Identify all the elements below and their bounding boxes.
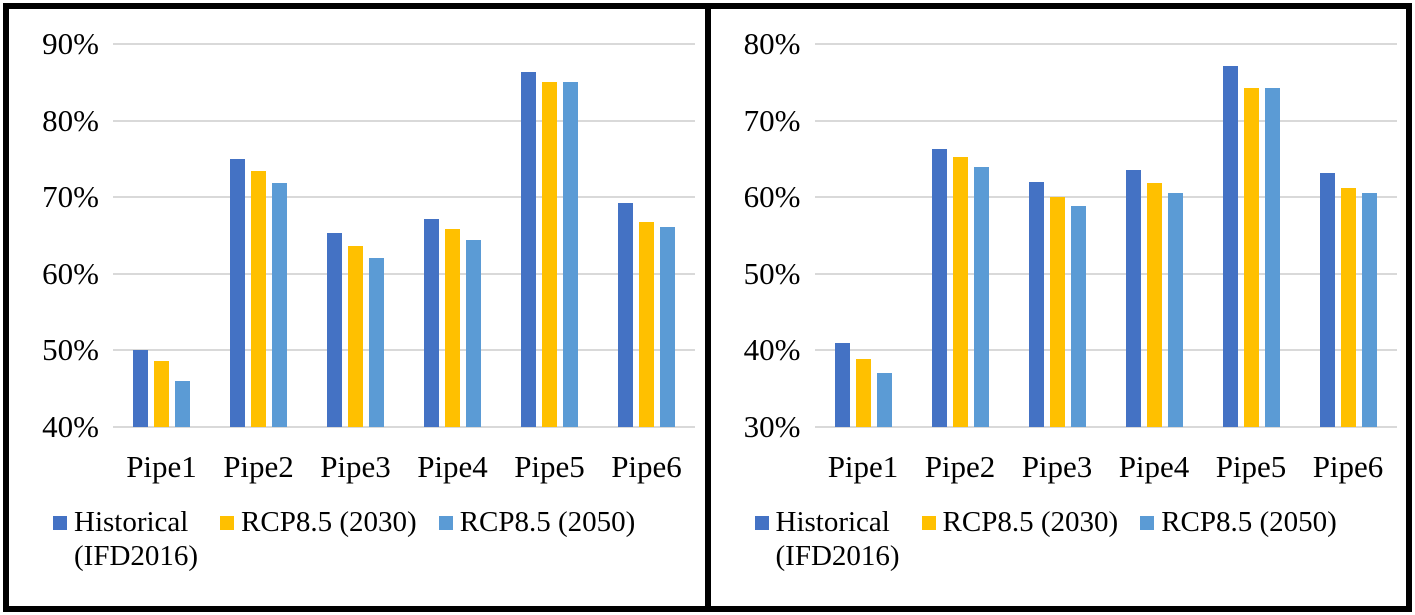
legend-swatch-rcp8-5-2030-icon	[220, 516, 235, 530]
y-tick-label-80: 80%	[743, 26, 801, 61]
x-category-label-pipe1: Pipe1	[827, 449, 899, 484]
bar-rcp8-5-2030-pipe4	[1146, 183, 1162, 427]
y-tick-label-40: 40%	[743, 332, 801, 368]
gridline-80	[113, 119, 695, 122]
x-category-label-pipe6: Pipe6	[1312, 449, 1384, 484]
legend-left: Historical (IFD2016) RCP8.5 (2030) RCP8.5 …	[53, 505, 635, 573]
y-tick-label-50: 50%	[42, 332, 99, 368]
bar-rcp8-5-2050-pipe5	[563, 81, 578, 427]
bar-rcp8-5-2030-pipe1	[154, 361, 169, 427]
bar-rcp8-5-2050-pipe1	[876, 373, 892, 427]
legend-swatch-historical-ifd2016-icon	[53, 516, 67, 530]
x-category-label-pipe3: Pipe3	[1021, 449, 1093, 484]
legend-swatch-rcp8-5-2050-icon	[438, 516, 453, 530]
legend-item-rcp8-5-2050: RCP8.5 (2050)	[1140, 505, 1337, 539]
gridline-40	[113, 426, 695, 428]
bar-historical-ifd2016-pipe3	[1028, 181, 1044, 427]
bar-rcp8-5-2050-pipe3	[369, 258, 384, 427]
bar-rcp8-5-2030-pipe5	[542, 81, 557, 427]
bar-historical-ifd2016-pipe4	[1125, 170, 1141, 427]
gridline-70	[113, 196, 695, 199]
bar-historical-ifd2016-pipe2	[931, 148, 947, 427]
x-category-label-pipe4: Pipe4	[1118, 449, 1190, 484]
bar-rcp8-5-2030-pipe6	[1340, 188, 1356, 427]
bar-rcp8-5-2050-pipe3	[1070, 206, 1086, 427]
y-tick-label-60: 60%	[42, 255, 99, 291]
legend-label-rcp8-5-2030: RCP8.5 (2030)	[942, 506, 1119, 538]
gridline-70	[814, 119, 1397, 122]
bar-historical-ifd2016-pipe5	[521, 71, 536, 427]
bar-historical-ifd2016-pipe1	[834, 342, 850, 427]
bar-rcp8-5-2050-pipe1	[175, 381, 190, 427]
gridline-30	[814, 426, 1397, 428]
y-tick-label-90: 90%	[42, 26, 99, 61]
bar-historical-ifd2016-pipe2	[230, 158, 245, 427]
gridline-50	[113, 349, 695, 352]
y-tick-label-50: 50%	[743, 255, 801, 291]
x-category-label-pipe2: Pipe2	[924, 449, 996, 484]
legend-item-rcp8-5-2030: RCP8.5 (2030)	[220, 505, 417, 539]
gridline-40	[814, 349, 1397, 352]
bar-rcp8-5-2050-pipe2	[973, 167, 989, 427]
bar-historical-ifd2016-pipe5	[1222, 66, 1238, 427]
x-category-label-pipe3: Pipe3	[320, 449, 391, 484]
bar-historical-ifd2016-pipe6	[1319, 172, 1335, 427]
legend-swatch-historical-ifd2016-icon	[754, 516, 769, 530]
y-tick-label-60: 60%	[743, 179, 801, 215]
bar-rcp8-5-2030-pipe3	[348, 246, 363, 427]
bar-rcp8-5-2050-pipe4	[466, 240, 481, 427]
chart-panel-right: Historical (IFD2016) RCP8.5 (2030) RCP8.5 …	[704, 9, 1406, 606]
x-category-label-pipe6: Pipe6	[611, 449, 682, 484]
y-tick-label-30: 30%	[743, 409, 801, 444]
gridline-80	[814, 43, 1397, 45]
legend-label-rcp8-5-2050: RCP8.5 (2050)	[459, 506, 636, 538]
bar-rcp8-5-2050-pipe5	[1264, 88, 1280, 427]
bar-rcp8-5-2050-pipe6	[1361, 193, 1377, 427]
bar-rcp8-5-2030-pipe2	[251, 171, 266, 427]
bar-rcp8-5-2030-pipe6	[639, 221, 654, 427]
bar-historical-ifd2016-pipe1	[133, 350, 148, 427]
legend-item-rcp8-5-2050: RCP8.5 (2050)	[438, 505, 636, 539]
x-category-label-pipe2: Pipe2	[223, 449, 294, 484]
y-tick-label-80: 80%	[42, 102, 99, 138]
bar-rcp8-5-2030-pipe4	[445, 229, 460, 427]
x-category-label-pipe5: Pipe5	[1215, 449, 1287, 484]
legend-label-rcp8-5-2030: RCP8.5 (2030)	[241, 506, 417, 538]
bar-rcp8-5-2050-pipe2	[272, 182, 287, 427]
bar-rcp8-5-2050-pipe6	[660, 227, 675, 427]
bar-rcp8-5-2030-pipe2	[952, 157, 968, 427]
bar-rcp8-5-2030-pipe3	[1049, 197, 1065, 427]
bar-historical-ifd2016-pipe3	[327, 233, 342, 427]
legend-label-historical-ifd2016: Historical (IFD2016)	[74, 506, 199, 573]
y-tick-label-40: 40%	[42, 409, 99, 444]
x-category-label-pipe1: Pipe1	[126, 449, 197, 484]
legend-item-rcp8-5-2030: RCP8.5 (2030)	[921, 505, 1119, 539]
legend-swatch-rcp8-5-2030-icon	[921, 516, 936, 530]
x-category-label-pipe4: Pipe4	[417, 449, 488, 484]
legend-label-historical-ifd2016: Historical (IFD2016)	[775, 506, 900, 573]
gridline-60	[113, 272, 695, 275]
bar-rcp8-5-2030-pipe1	[855, 358, 871, 427]
legend-label-rcp8-5-2050: RCP8.5 (2050)	[1161, 506, 1337, 538]
gridline-50	[814, 272, 1397, 275]
y-tick-label-70: 70%	[743, 102, 801, 138]
legend-item-historical-ifd2016: Historical (IFD2016)	[53, 505, 198, 573]
chart-panel-left: Historical (IFD2016) RCP8.5 (2030) RCP8.5 …	[9, 9, 705, 606]
bar-rcp8-5-2050-pipe4	[1167, 193, 1183, 427]
gridline-90	[113, 43, 695, 45]
legend-right: Historical (IFD2016) RCP8.5 (2030) RCP8.5 …	[754, 505, 1337, 573]
figure-frame: Historical (IFD2016) RCP8.5 (2030) RCP8.5 …	[3, 3, 1412, 612]
y-tick-label-70: 70%	[42, 179, 99, 215]
bar-historical-ifd2016-pipe4	[424, 218, 439, 427]
legend-swatch-rcp8-5-2050-icon	[1140, 516, 1155, 530]
bar-rcp8-5-2030-pipe5	[1243, 87, 1259, 427]
gridline-60	[814, 196, 1397, 199]
x-category-label-pipe5: Pipe5	[514, 449, 585, 484]
legend-item-historical-ifd2016: Historical (IFD2016)	[754, 505, 900, 573]
bar-historical-ifd2016-pipe6	[618, 202, 633, 427]
